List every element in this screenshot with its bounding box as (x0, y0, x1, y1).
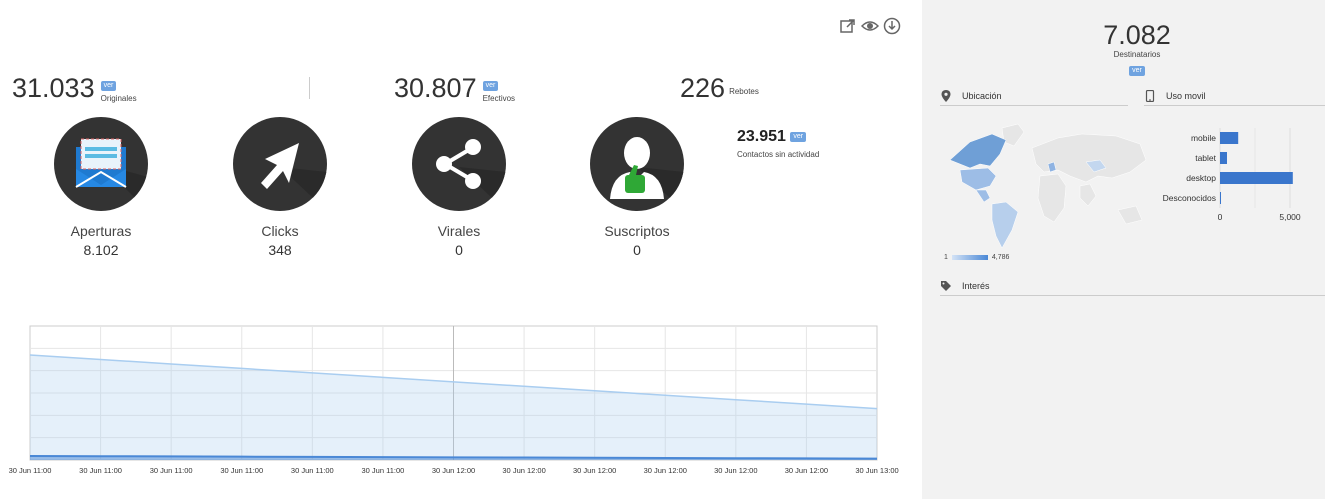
inactive-contacts: 23.951 ver Contactos sin actividad (737, 128, 819, 159)
metric-virales: Virales 0 (384, 117, 534, 258)
bar-tablet (1220, 152, 1227, 164)
x-tick-label: 30 Jun 11:00 (79, 466, 122, 475)
map-legend-gradient (951, 255, 988, 260)
destinatarios-value: 7.082 (1103, 20, 1171, 50)
x-tick-label: 30 Jun 11:00 (150, 466, 193, 475)
side-panel: 7.082 Destinatarios ver Ubicación Uso mo… (922, 0, 1325, 499)
x-tick-label: 30 Jun 12:00 (573, 466, 616, 475)
rebotes-label: Rebotes (729, 87, 759, 96)
uso-movil-header: Uso movil (1144, 86, 1325, 106)
uso-movil-title: Uso movil (1166, 90, 1206, 101)
rebotes-value: 226 (680, 73, 726, 103)
x-tick-label: 30 Jun 12:00 (644, 466, 687, 475)
virales-label: Virales (437, 223, 481, 239)
metric-aperturas: Aperturas 8.102 (26, 117, 176, 258)
mobile-phone-icon (1145, 89, 1155, 102)
x-tick-label: 30 Jun 12:00 (714, 466, 757, 475)
aperturas-label: Aperturas (70, 223, 132, 239)
external-link-icon[interactable] (839, 17, 857, 35)
destinatarios-ver-button[interactable]: ver (1129, 66, 1145, 76)
inactive-label: Contactos sin actividad (737, 150, 820, 159)
x-tick-label: 30 Jun 11:00 (291, 466, 334, 475)
map-legend-max: 4,786 (991, 254, 1010, 261)
clicks-value: 348 (268, 242, 292, 258)
ubicacion-header: Ubicación (940, 86, 1128, 106)
category-label: tablet (1195, 153, 1216, 163)
efectivos-label: Efectivos (482, 94, 516, 103)
ubicacion-title: Ubicación (962, 90, 1002, 101)
eye-icon[interactable] (861, 17, 879, 35)
inactive-ver-button[interactable]: ver (790, 132, 807, 142)
map-marker-icon (941, 89, 951, 102)
x-tick-label: 5,000 (1279, 212, 1301, 222)
x-tick-label: 30 Jun 12:00 (502, 466, 545, 475)
originales-ver-button[interactable]: ver (100, 81, 117, 91)
virales-value: 0 (455, 242, 463, 258)
efectivos-ver-button[interactable]: ver (482, 81, 499, 91)
metric-clicks: Clicks 348 (205, 117, 355, 258)
originales-value: 31.033 (12, 73, 95, 103)
x-tick-label: 0 (1218, 212, 1223, 222)
destinatarios-label: Destinatarios (1113, 50, 1161, 59)
stat-efectivos: 30.807 ver Efectivos (394, 73, 515, 103)
tag-icon (941, 280, 951, 291)
destinatarios-block: 7.082 Destinatarios ver (922, 20, 1325, 77)
x-tick-label: 30 Jun 12:00 (432, 466, 475, 475)
category-label: desktop (1186, 173, 1216, 183)
activity-area-chart: 30 Jun 11:00 30 Jun 11:00 30 Jun 11:00 30 J… (9, 325, 899, 475)
x-tick-label: 30 Jun 11:00 (220, 466, 263, 475)
x-tick-label: 30 Jun 12:00 (785, 466, 828, 475)
suscriptos-label: Suscriptos (604, 223, 670, 239)
bar-mobile (1220, 132, 1239, 144)
x-tick-label: 30 Jun 11:00 (9, 466, 52, 475)
user-thumbs-up-icon[interactable] (590, 117, 684, 211)
stats-divider (309, 77, 310, 99)
inactive-value: 23.951 (737, 128, 786, 145)
series-0-line (29, 354, 878, 410)
map-legend-min: 1 (944, 254, 948, 261)
bar-desconocidos (1220, 192, 1221, 204)
cursor-arrow-icon[interactable] (233, 117, 327, 211)
interes-header: Interés (940, 276, 1325, 296)
share-icon[interactable] (412, 117, 506, 211)
clicks-label: Clicks (261, 223, 299, 239)
category-label: mobile (1191, 133, 1216, 143)
metric-suscriptos: Suscriptos 0 (562, 117, 712, 258)
toolbar (839, 17, 901, 35)
suscriptos-value: 0 (633, 242, 641, 258)
summary-panel: 31.033 ver Originales 30.807 ver Efectiv… (8, 17, 901, 475)
world-map[interactable] (940, 120, 1152, 260)
aperturas-value: 8.102 (83, 242, 119, 258)
series-0-area (30, 355, 877, 460)
bar-desktop (1220, 172, 1293, 184)
interes-title: Interés (962, 280, 990, 291)
map-legend: 1 4,786 (944, 254, 1009, 261)
efectivos-value: 30.807 (394, 73, 477, 103)
series-1-line (29, 454, 878, 460)
envelope-icon[interactable] (54, 117, 148, 211)
download-icon[interactable] (883, 17, 901, 35)
x-tick-label: 30 Jun 11:00 (362, 466, 405, 475)
x-tick-label: 30 Jun 13:00 (855, 466, 898, 475)
category-label: Desconocidos (1163, 193, 1216, 203)
originales-label: Originales (100, 94, 137, 103)
stat-originales: 31.033 ver Originales (12, 73, 137, 103)
stat-rebotes: 226 Rebotes (680, 73, 759, 103)
